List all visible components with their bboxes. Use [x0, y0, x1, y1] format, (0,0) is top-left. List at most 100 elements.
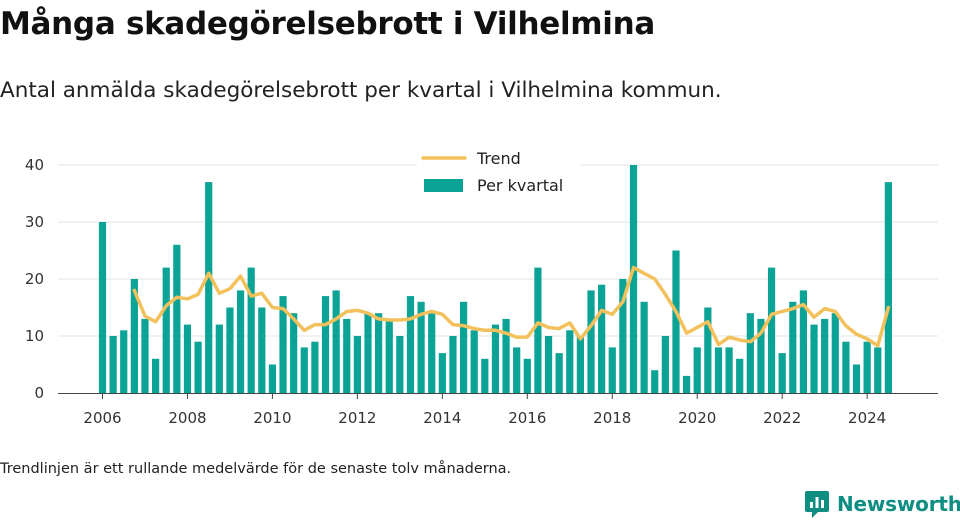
bar [98, 222, 107, 393]
x-tick-label: 2006 [83, 409, 121, 427]
chart-subtitle: Antal anmälda skadegörelsebrott per kvar… [0, 78, 722, 103]
bar [640, 301, 648, 393]
bar [629, 165, 638, 393]
bar [757, 318, 765, 393]
x-tick-label: 2008 [168, 409, 206, 427]
bar [619, 279, 627, 393]
brand[interactable]: Newsworthy [804, 488, 960, 520]
x-tick-label: 2014 [423, 409, 461, 427]
bar [385, 318, 393, 393]
bar [523, 358, 531, 393]
bar [513, 347, 521, 393]
bar [428, 313, 436, 393]
bar [343, 318, 351, 393]
bar [555, 353, 563, 393]
x-tick-label: 2022 [763, 409, 801, 427]
bar [576, 336, 584, 393]
bar [587, 290, 595, 393]
bar [173, 244, 181, 393]
legend-swatch-per-kvartal [424, 179, 463, 192]
bar [236, 290, 245, 393]
legend: Trend Per kvartal [417, 146, 580, 200]
bar [205, 182, 213, 393]
bar [725, 347, 733, 393]
chart-title: Många skadegörelsebrott i Vilhelmina [0, 6, 656, 42]
x-tick-label: 2020 [678, 409, 716, 427]
bar [714, 347, 723, 393]
bar [789, 301, 797, 393]
bar [470, 330, 478, 393]
bar [502, 318, 510, 393]
bar [799, 290, 808, 393]
bar [736, 358, 744, 393]
y-tick-label: 40 [25, 156, 44, 174]
brand-name: Newsworthy [837, 492, 960, 516]
bar [661, 336, 669, 393]
bar [534, 267, 542, 393]
bar [332, 290, 340, 393]
bar [459, 301, 468, 393]
x-tick-label: 2024 [848, 409, 886, 427]
bar [544, 336, 553, 393]
bar [810, 324, 818, 393]
y-tick-label: 30 [25, 213, 44, 231]
bar [194, 341, 202, 393]
bar [183, 324, 192, 393]
y-tick-label: 20 [25, 270, 44, 288]
bar [821, 318, 829, 393]
bar [693, 347, 701, 393]
bar [491, 324, 500, 393]
bar [598, 284, 606, 393]
y-axis-ticks: 0 10 20 30 40 [25, 156, 44, 402]
bar [651, 370, 659, 393]
bar [874, 347, 882, 393]
bar [852, 364, 861, 393]
bar [120, 330, 128, 393]
bar [767, 267, 776, 393]
x-tick-label: 2018 [593, 409, 631, 427]
legend-label-trend: Trend [476, 149, 521, 168]
bar [130, 279, 138, 393]
bar [311, 341, 319, 393]
bar [353, 336, 361, 393]
bar [268, 364, 277, 393]
bar [247, 267, 255, 393]
bar [704, 307, 712, 393]
bar [321, 296, 330, 393]
bar-chart-speech-bubble-icon [805, 491, 829, 518]
bar [375, 313, 383, 393]
bar [746, 313, 754, 393]
bar [364, 313, 372, 393]
bar [406, 296, 415, 393]
trend-line [132, 265, 891, 348]
bar [152, 358, 160, 393]
x-tick-label: 2016 [508, 409, 546, 427]
bar-series [98, 165, 892, 393]
bar [300, 347, 308, 393]
bar [842, 341, 850, 393]
bar [396, 336, 404, 393]
legend-label-per-kvartal: Per kvartal [477, 176, 563, 195]
bar [141, 318, 149, 393]
bar [449, 336, 457, 393]
bar [279, 296, 287, 393]
footnote: Trendlinjen är ett rullande medelvärde f… [0, 461, 512, 477]
bar [481, 358, 489, 393]
bar [683, 375, 691, 393]
bar [215, 324, 223, 393]
bar [778, 353, 786, 393]
bar [290, 313, 298, 393]
x-tick-label: 2010 [253, 409, 291, 427]
bar [417, 301, 425, 393]
bar [608, 347, 616, 393]
bar [438, 353, 446, 393]
y-tick-label: 10 [25, 327, 44, 345]
x-axis-ticks: 2006 2008 2010 2012 2014 2016 2018 2020 2022 2024 [83, 393, 886, 427]
bar [226, 307, 234, 393]
bar [566, 330, 574, 393]
bar [258, 307, 266, 393]
bar [831, 313, 839, 393]
x-tick-label: 2012 [338, 409, 376, 427]
bar [672, 250, 680, 393]
